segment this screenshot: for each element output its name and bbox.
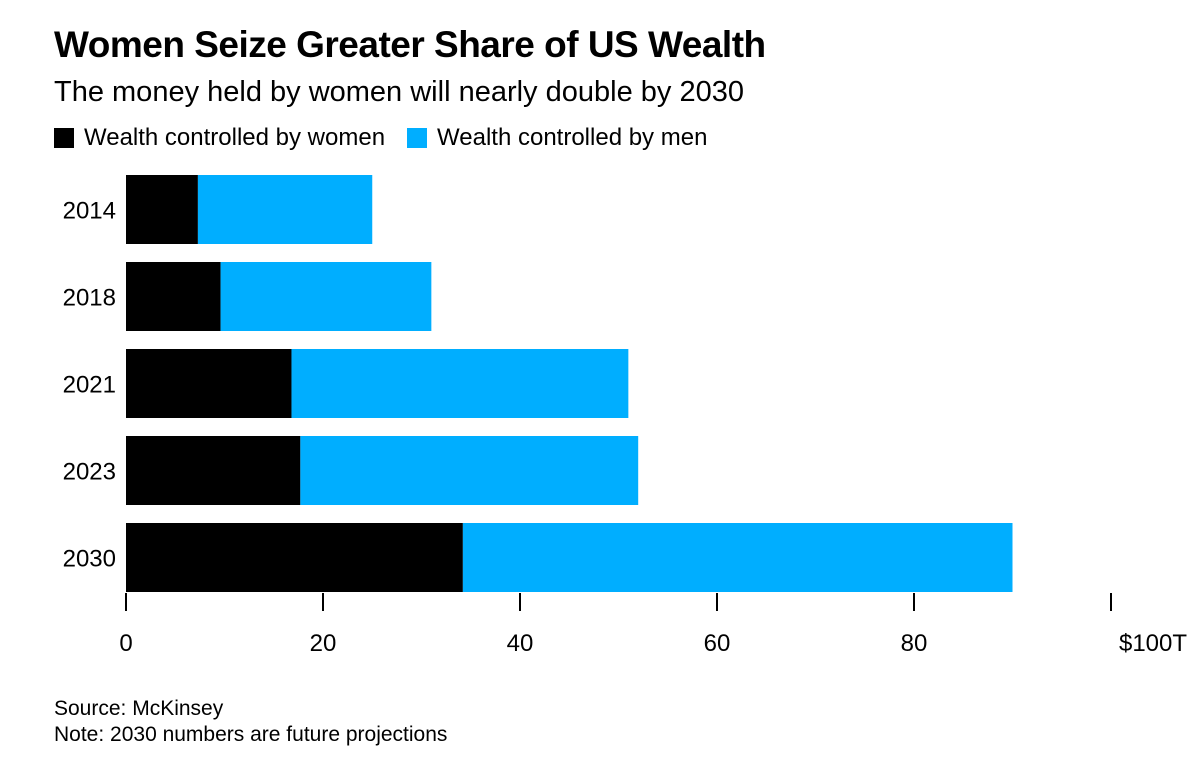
x-tick-label-20: 20	[310, 630, 337, 657]
bar-2018-men	[220, 262, 432, 331]
bar-2030-men	[462, 523, 1013, 592]
category-label-2023: 2023	[63, 459, 116, 486]
x-tick-label-100: $100T	[1119, 630, 1187, 657]
legend-item-men: Wealth controlled by men	[407, 124, 707, 152]
x-tick-label-60: 60	[704, 630, 731, 657]
stacked-bar-chart: 2014 2018 2021 2023 2030 0 20 40 60 80 $100T	[63, 175, 1187, 657]
bar-2021-men	[291, 349, 629, 418]
bar-2021-women	[126, 349, 292, 418]
category-label-2014: 2014	[63, 198, 116, 225]
source-note: Source: McKinsey	[54, 697, 224, 720]
bar-2014-women	[126, 175, 198, 244]
x-tick-label-80: 80	[901, 630, 928, 657]
chart-title: Women Seize Greater Share of US Wealth	[54, 24, 766, 65]
legend-label-women: Wealth controlled by women	[84, 124, 386, 151]
x-tick-label-40: 40	[507, 630, 534, 657]
chart-subtitle: The money held by women will nearly doub…	[54, 76, 744, 108]
legend-swatch-women	[54, 128, 74, 148]
bar-2018-women	[126, 262, 221, 331]
x-tick-label-0: 0	[119, 630, 132, 657]
bar-2030-women	[126, 523, 463, 592]
legend: Wealth controlled by women Wealth contro…	[54, 124, 729, 152]
legend-swatch-men	[407, 128, 428, 148]
bar-2014-men	[197, 175, 373, 244]
category-label-2018: 2018	[63, 285, 116, 312]
legend-item-women: Wealth controlled by women	[54, 124, 385, 152]
category-label-2030: 2030	[63, 546, 116, 573]
bar-2023-women	[126, 436, 301, 505]
category-label-2021: 2021	[63, 372, 116, 399]
legend-label-men: Wealth controlled by men	[437, 124, 708, 151]
bar-2023-men	[300, 436, 639, 505]
footer: Source: McKinsey Note: 2030 numbers are …	[54, 696, 447, 748]
projection-note: Note: 2030 numbers are future projection…	[54, 723, 448, 746]
